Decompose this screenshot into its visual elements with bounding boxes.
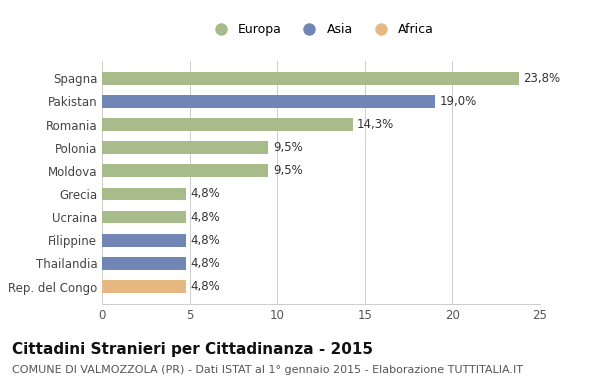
Bar: [102, 72, 519, 85]
Bar: [102, 118, 353, 131]
Bar: [102, 257, 186, 270]
Text: 9,5%: 9,5%: [273, 141, 302, 154]
Text: 4,8%: 4,8%: [190, 211, 220, 223]
Bar: [102, 280, 186, 293]
Text: 4,8%: 4,8%: [190, 234, 220, 247]
Text: 14,3%: 14,3%: [357, 118, 394, 131]
Bar: [102, 211, 186, 223]
Text: 4,8%: 4,8%: [190, 280, 220, 293]
Text: 23,8%: 23,8%: [523, 72, 560, 85]
Text: Cittadini Stranieri per Cittadinanza - 2015: Cittadini Stranieri per Cittadinanza - 2…: [12, 342, 373, 357]
Text: COMUNE DI VALMOZZOLA (PR) - Dati ISTAT al 1° gennaio 2015 - Elaborazione TUTTITA: COMUNE DI VALMOZZOLA (PR) - Dati ISTAT a…: [12, 365, 523, 375]
Bar: [102, 165, 268, 177]
Bar: [102, 234, 186, 247]
Text: 4,8%: 4,8%: [190, 187, 220, 201]
Text: 4,8%: 4,8%: [190, 257, 220, 270]
Text: 19,0%: 19,0%: [439, 95, 476, 108]
Bar: [102, 95, 435, 108]
Bar: [102, 141, 268, 154]
Text: 9,5%: 9,5%: [273, 164, 302, 177]
Legend: Europa, Asia, Africa: Europa, Asia, Africa: [203, 18, 439, 41]
Bar: [102, 188, 186, 200]
